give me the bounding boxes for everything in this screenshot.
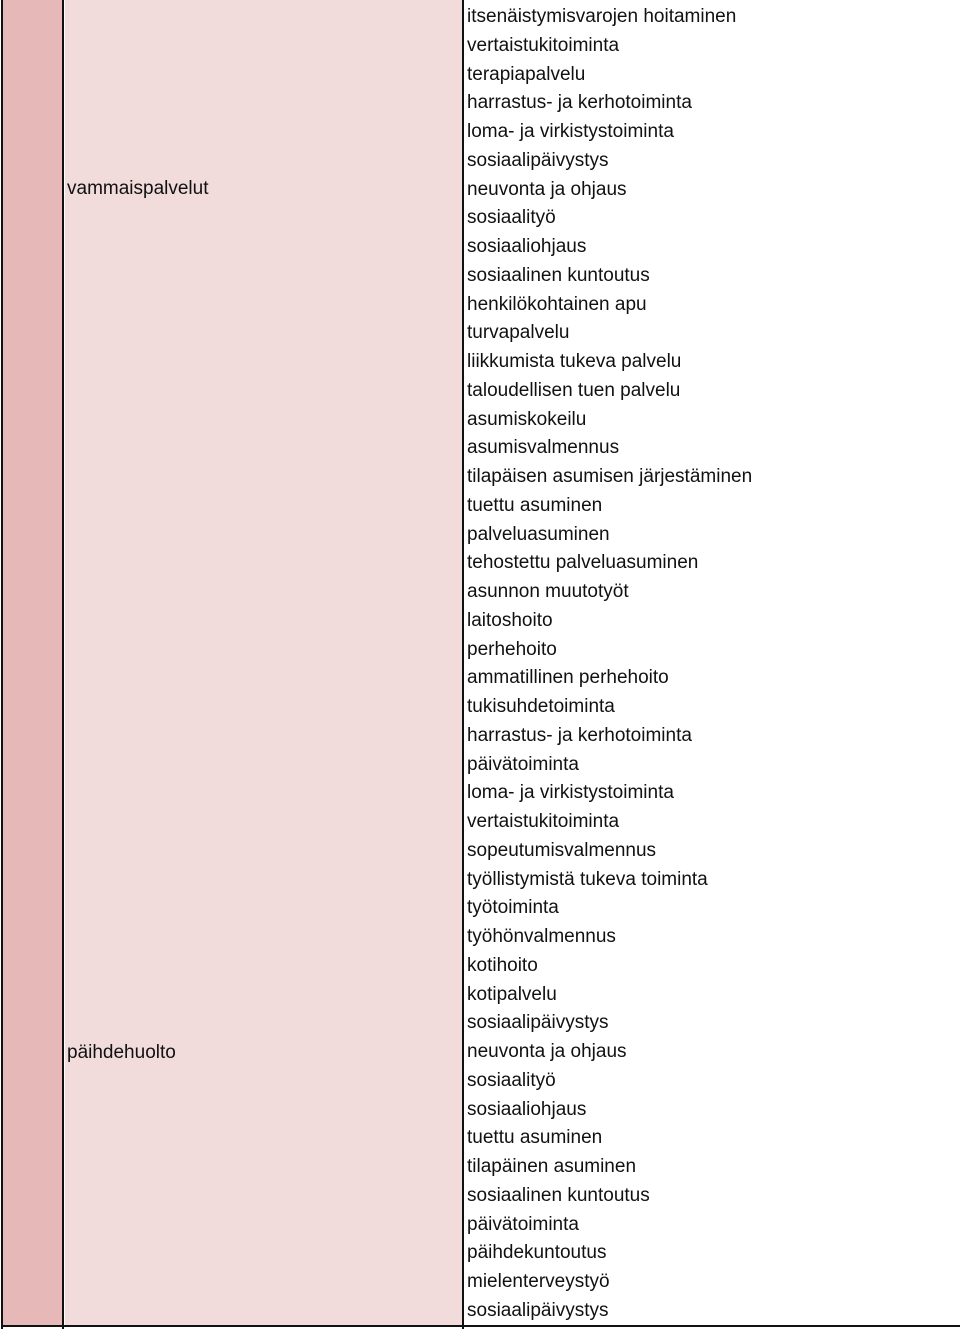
service-item: työhönvalmennus bbox=[467, 926, 616, 947]
service-item: ammatillinen perhehoito bbox=[467, 667, 669, 689]
service-item: neuvonta ja ohjaus bbox=[467, 1041, 627, 1062]
service-item: työllistymistä tukeva toiminta bbox=[467, 868, 708, 890]
service-item: sosiaalityö bbox=[467, 1069, 556, 1091]
service-item: asunnon muutotyöt bbox=[467, 581, 629, 602]
service-item: liikkumista tukeva palvelu bbox=[467, 351, 682, 372]
service-item: harrastus- ja kerhotoiminta bbox=[467, 92, 692, 114]
service-item: tuettu asuminen bbox=[467, 494, 603, 516]
service-item: vertaistukitoiminta bbox=[467, 34, 620, 56]
service-item: neuvonta ja ohjaus bbox=[467, 178, 627, 200]
service-item: sosiaalityö bbox=[467, 207, 556, 229]
service-item: loma- ja virkistystoiminta bbox=[467, 782, 674, 804]
service-item: asumiskokeilu bbox=[467, 408, 587, 430]
service-item: kotihoito bbox=[467, 954, 538, 976]
column-divider-2 bbox=[462, 0, 464, 1329]
service-item: taloudellisen tuen palvelu bbox=[467, 379, 681, 401]
service-item: loma- ja virkistystoiminta bbox=[467, 121, 674, 142]
left-border bbox=[1, 0, 3, 1329]
service-item: terapiapalvelu bbox=[467, 63, 586, 85]
service-list: itsenäistymisvarojen hoitaminen vertaistu… bbox=[467, 5, 752, 1328]
first-column-fill bbox=[3, 0, 63, 1326]
service-item: tilapäinen asuminen bbox=[467, 1156, 637, 1177]
service-item: harrastus- ja kerhotoiminta bbox=[467, 724, 692, 746]
service-item: mielenterveystyö bbox=[467, 1271, 610, 1292]
service-item: laitoshoito bbox=[467, 609, 553, 631]
category-column-fill bbox=[65, 0, 462, 1326]
service-item: sosiaaliohjaus bbox=[467, 1098, 587, 1120]
service-item: päivätoiminta bbox=[467, 753, 579, 775]
service-item: turvapalvelu bbox=[467, 322, 570, 344]
service-item: itsenäistymisvarojen hoitaminen bbox=[467, 6, 737, 27]
service-item: sosiaalipäivystys bbox=[467, 1012, 609, 1034]
service-item: sosiaalipäivystys bbox=[467, 149, 609, 171]
service-item: asumisvalmennus bbox=[467, 437, 620, 459]
service-item: tuettu asuminen bbox=[467, 1127, 603, 1149]
service-item: tukisuhdetoiminta bbox=[467, 696, 615, 717]
service-item: sosiaalipäivystys bbox=[467, 1299, 609, 1321]
service-item: tilapäisen asumisen järjestäminen bbox=[467, 466, 753, 487]
service-item: sosiaalinen kuntoutus bbox=[467, 1184, 650, 1206]
service-item: sopeutumisvalmennus bbox=[467, 839, 657, 861]
service-item: palveluasuminen bbox=[467, 523, 610, 545]
service-item: henkilökohtainen apu bbox=[467, 293, 647, 315]
category-paihdehuolto: päihdehuolto bbox=[67, 1042, 176, 1063]
service-item: työtoiminta bbox=[467, 897, 559, 919]
service-item: sosiaalinen kuntoutus bbox=[467, 264, 650, 286]
service-item: tehostettu palveluasuminen bbox=[467, 552, 699, 574]
service-item: päihdekuntoutus bbox=[467, 1242, 607, 1264]
service-item: päivätoiminta bbox=[467, 1213, 579, 1235]
service-item: vertaistukitoiminta bbox=[467, 811, 620, 832]
category-vammaispalvelut: vammaispalvelut bbox=[67, 178, 209, 199]
service-item: sosiaaliohjaus bbox=[467, 236, 587, 257]
column-divider-1 bbox=[62, 0, 64, 1329]
service-item: perhehoito bbox=[467, 638, 557, 660]
bottom-border bbox=[1, 1325, 960, 1327]
service-item: kotipalvelu bbox=[467, 983, 557, 1005]
